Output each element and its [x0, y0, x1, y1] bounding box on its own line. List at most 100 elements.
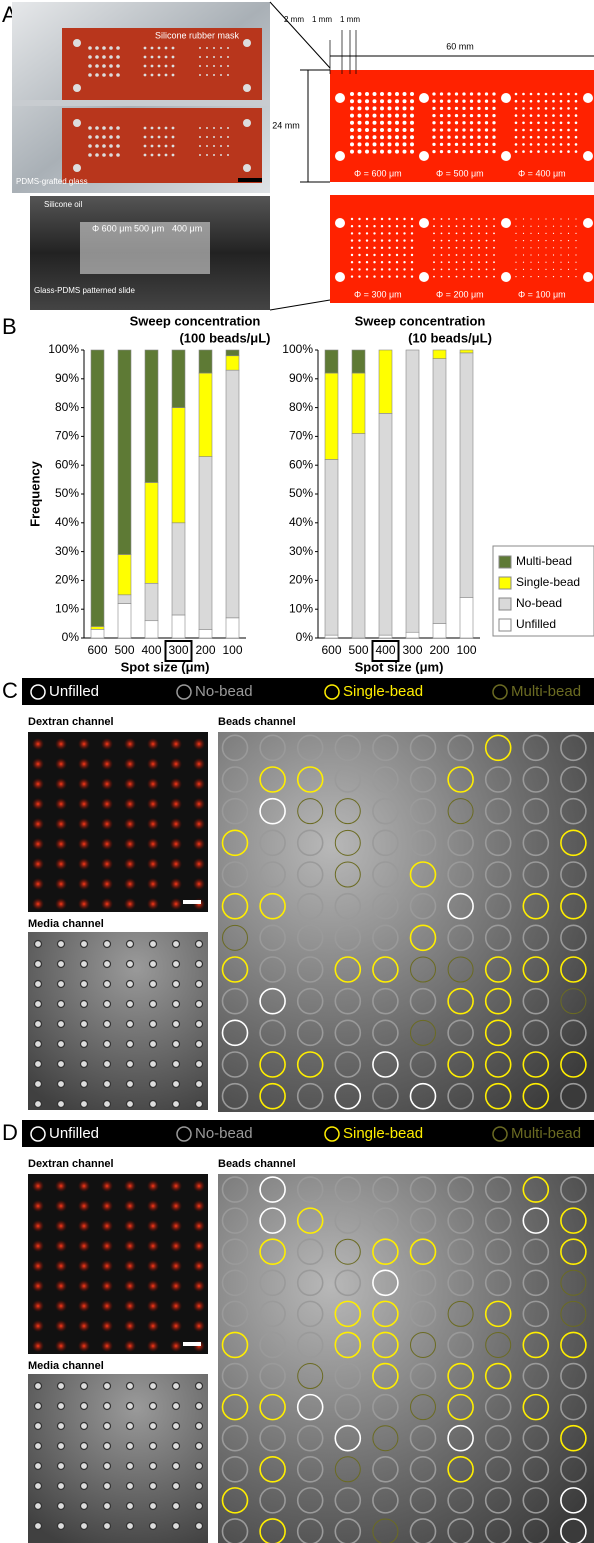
spot — [440, 150, 443, 153]
spot — [440, 136, 443, 139]
spot — [365, 106, 369, 110]
spot — [351, 275, 353, 277]
mask-hole — [151, 56, 154, 59]
spot — [358, 247, 360, 249]
spot — [388, 218, 390, 220]
spot — [170, 778, 182, 790]
spot — [560, 143, 563, 146]
spot — [366, 268, 368, 270]
spot — [537, 122, 540, 125]
y-tick-label: 60% — [289, 457, 313, 471]
spot — [388, 275, 390, 277]
mask-hole — [199, 74, 201, 76]
spot — [147, 858, 159, 870]
spot — [575, 247, 576, 248]
corner-hole — [501, 93, 511, 103]
dimension-label: 2 mm — [284, 15, 304, 24]
mask-hole — [116, 73, 120, 77]
spot — [493, 225, 495, 227]
spot — [477, 100, 480, 103]
spot — [78, 1220, 90, 1232]
spot — [478, 218, 480, 220]
spot — [567, 136, 570, 139]
spot — [78, 818, 90, 830]
bar-segment — [91, 629, 104, 638]
spot — [477, 128, 480, 131]
image — [28, 1374, 208, 1543]
spot — [432, 150, 435, 153]
spot — [388, 247, 390, 249]
mask-hole — [73, 84, 81, 92]
spot — [440, 143, 443, 146]
spot — [523, 226, 524, 227]
spot — [124, 738, 136, 750]
bar-segment — [406, 350, 419, 632]
spot — [381, 225, 383, 227]
spot — [448, 276, 450, 278]
spot — [560, 218, 561, 219]
spot — [478, 247, 480, 249]
spot — [568, 269, 569, 270]
spot — [545, 218, 546, 219]
spot — [537, 143, 540, 146]
spot — [403, 150, 407, 154]
bar-segment — [118, 595, 131, 604]
spot — [170, 878, 182, 890]
mask-hole — [227, 145, 229, 147]
spot — [471, 218, 473, 220]
legend-label: Unfilled — [49, 1125, 99, 1142]
y-tick-label: 80% — [289, 400, 313, 414]
x-tick-label: 600 — [87, 643, 107, 657]
spot — [486, 254, 488, 256]
spot — [538, 226, 539, 227]
spot — [403, 142, 407, 146]
mask-hole — [243, 164, 251, 172]
spot — [560, 262, 561, 263]
spot — [447, 100, 450, 103]
bar-segment — [145, 583, 158, 620]
spot — [58, 1403, 65, 1410]
spot — [351, 239, 353, 241]
spot — [395, 99, 399, 103]
spot — [350, 114, 354, 118]
spot — [448, 269, 450, 271]
spot — [486, 276, 488, 278]
spot — [515, 107, 518, 110]
spot — [530, 136, 533, 139]
bar-segment — [145, 621, 158, 638]
spot — [173, 1021, 180, 1028]
spot — [530, 233, 531, 234]
spot — [410, 92, 414, 96]
spot — [388, 239, 390, 241]
spot — [471, 254, 473, 256]
spot — [380, 99, 384, 103]
spot — [350, 106, 354, 110]
spot — [78, 778, 90, 790]
mask-hole — [243, 119, 251, 127]
spot — [470, 143, 473, 146]
bar-segment — [91, 350, 104, 626]
spot — [523, 240, 524, 241]
spot — [358, 275, 360, 277]
corner-hole — [335, 272, 345, 282]
spot — [432, 121, 435, 124]
channel-label: Beads channel — [218, 716, 296, 728]
mask-hole — [158, 47, 161, 50]
spot — [552, 129, 555, 132]
spot — [388, 99, 392, 103]
spot — [350, 128, 354, 132]
mask-hole — [95, 144, 99, 148]
spot — [381, 268, 383, 270]
spot — [32, 778, 44, 790]
spot — [485, 107, 488, 110]
chart-subtitle: (10 beads/μL) — [408, 330, 492, 345]
spot — [447, 150, 450, 153]
mask-hole — [158, 65, 161, 68]
spot — [32, 738, 44, 750]
x-tick-label: 300 — [168, 643, 188, 657]
spot — [150, 1061, 157, 1068]
spot — [147, 1180, 159, 1192]
spot — [432, 114, 435, 117]
spot — [196, 941, 203, 948]
spot — [441, 225, 443, 227]
